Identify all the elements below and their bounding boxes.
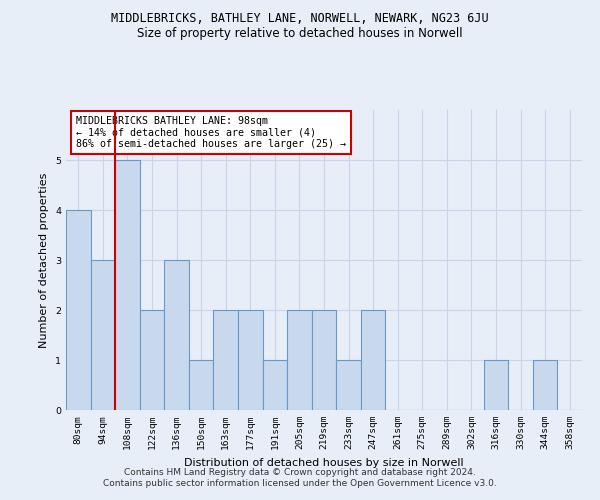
Bar	[361, 310, 385, 410]
Bar	[115, 160, 140, 410]
Bar	[287, 310, 312, 410]
Bar	[189, 360, 214, 410]
Bar	[66, 210, 91, 410]
Bar	[312, 310, 336, 410]
Bar	[140, 310, 164, 410]
Bar	[238, 310, 263, 410]
Bar	[91, 260, 115, 410]
Text: MIDDLEBRICKS, BATHLEY LANE, NORWELL, NEWARK, NG23 6JU: MIDDLEBRICKS, BATHLEY LANE, NORWELL, NEW…	[111, 12, 489, 26]
Bar	[214, 310, 238, 410]
Text: Contains HM Land Registry data © Crown copyright and database right 2024.
Contai: Contains HM Land Registry data © Crown c…	[103, 468, 497, 487]
Bar	[164, 260, 189, 410]
Bar	[533, 360, 557, 410]
Bar	[336, 360, 361, 410]
Text: Size of property relative to detached houses in Norwell: Size of property relative to detached ho…	[137, 28, 463, 40]
Bar	[484, 360, 508, 410]
Bar	[263, 360, 287, 410]
Y-axis label: Number of detached properties: Number of detached properties	[40, 172, 49, 348]
X-axis label: Distribution of detached houses by size in Norwell: Distribution of detached houses by size …	[184, 458, 464, 468]
Text: MIDDLEBRICKS BATHLEY LANE: 98sqm
← 14% of detached houses are smaller (4)
86% of: MIDDLEBRICKS BATHLEY LANE: 98sqm ← 14% o…	[76, 116, 346, 149]
